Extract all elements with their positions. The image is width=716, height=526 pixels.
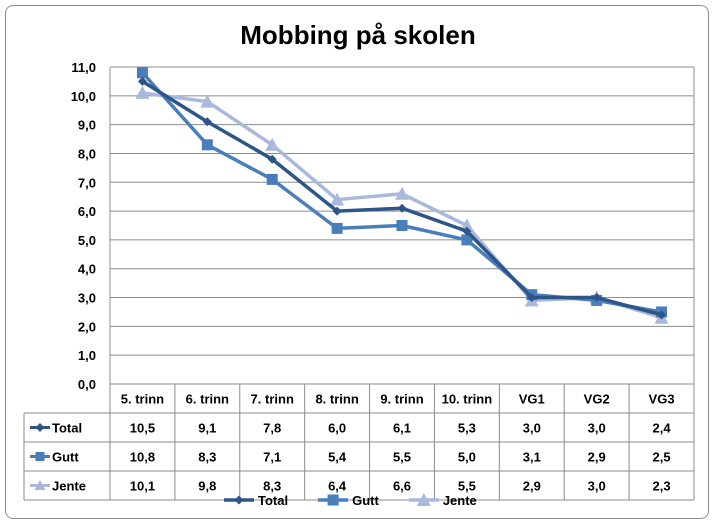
data-point <box>592 293 602 303</box>
category-label: VG2 <box>584 392 610 407</box>
data-point <box>332 206 342 216</box>
table-series-key-marker <box>35 423 45 432</box>
category-label: 7. trinn <box>251 392 294 407</box>
table-value: 3,1 <box>523 450 541 465</box>
table-value: 9,1 <box>198 421 216 436</box>
data-point <box>461 234 473 246</box>
category-label: VG3 <box>649 392 675 407</box>
data-table: 5. trinn 6. trinn 7. trinn 8. trinn 9. trinn… <box>23 383 695 501</box>
category-label: 6. trinn <box>186 392 229 407</box>
category-label: VG1 <box>519 392 545 407</box>
data-point <box>397 203 407 213</box>
category-label: 10. trinn <box>442 392 493 407</box>
y-tick-label: 9,0 <box>78 118 96 133</box>
data-point <box>527 293 537 303</box>
legend-entry: Total <box>224 493 288 508</box>
table-value: 10,1 <box>130 479 155 494</box>
y-tick-label: 5,0 <box>78 233 96 248</box>
legend-marker <box>327 494 339 506</box>
data-point <box>657 310 667 320</box>
chart-frame <box>5 5 709 519</box>
legend: Total Gutt Jente <box>224 493 477 508</box>
y-tick-label: 1,0 <box>78 348 96 363</box>
y-axis-ticks: 0,0 1,0 2,0 3,0 4,0 5,0 6,0 7,0 8,0 9,0 10,0 11,0 <box>71 60 96 392</box>
y-tick-label: 7,0 <box>78 175 96 190</box>
table-value: 6,0 <box>328 421 346 436</box>
table-value: 2,4 <box>653 421 672 436</box>
table-value: 3,0 <box>588 421 606 436</box>
data-point <box>266 173 278 185</box>
table-series-name: Jente <box>52 479 86 494</box>
legend-entry: Jente <box>408 493 477 508</box>
y-tick-label: 6,0 <box>78 204 96 219</box>
legend-entry: Gutt <box>318 493 379 508</box>
table-value: 2,9 <box>588 450 606 465</box>
table-series-name: Total <box>52 421 82 436</box>
category-label: 8. trinn <box>315 392 358 407</box>
legend-marker <box>416 493 431 506</box>
y-tick-label: 4,0 <box>78 262 96 277</box>
category-label: 9. trinn <box>380 392 423 407</box>
table-value: 5,0 <box>458 450 476 465</box>
y-tick-label: 11,0 <box>71 60 96 75</box>
table-value: 7,1 <box>263 450 281 465</box>
table-value: 9,8 <box>198 479 216 494</box>
data-point <box>267 154 277 164</box>
table-value: 3,0 <box>523 421 541 436</box>
data-point <box>265 137 280 151</box>
table-series-key-marker <box>35 452 45 461</box>
table-value: 5,5 <box>393 450 411 465</box>
table-value: 6,6 <box>393 479 411 494</box>
chart-title: Mobbing på skolen <box>240 20 475 50</box>
table-value: 8,3 <box>263 479 281 494</box>
table-value: 2,9 <box>523 479 541 494</box>
y-tick-label: 2,0 <box>78 319 96 334</box>
series-lines <box>135 67 669 324</box>
table-value: 10,8 <box>130 450 155 465</box>
data-point <box>135 85 150 99</box>
table-series-name: Gutt <box>52 450 79 465</box>
data-point <box>331 222 343 234</box>
y-tick-label: 0,0 <box>78 377 96 392</box>
data-point <box>395 186 409 200</box>
y-tick-label: 8,0 <box>78 146 96 161</box>
table-value: 7,8 <box>263 421 281 436</box>
y-tick-label: 3,0 <box>78 291 96 306</box>
legend-label: Jente <box>443 493 477 508</box>
data-point <box>137 76 147 86</box>
data-point <box>136 67 148 79</box>
data-point <box>462 226 472 236</box>
data-point <box>200 94 215 108</box>
legend-label: Gutt <box>352 493 379 508</box>
legend-marker <box>234 495 244 505</box>
data-point <box>396 220 408 231</box>
table-value: 5,4 <box>328 450 347 465</box>
y-tick-label: 10,0 <box>71 89 96 104</box>
table-value: 6,1 <box>393 421 411 436</box>
table-value: 6,4 <box>328 479 347 494</box>
table-value: 2,3 <box>653 479 671 494</box>
table-value: 5,3 <box>458 421 476 436</box>
table-value: 3,0 <box>588 479 606 494</box>
series-total <box>137 76 667 320</box>
data-point <box>201 139 213 151</box>
table-value: 5,5 <box>458 479 476 494</box>
data-point <box>330 192 345 206</box>
table-value: 8,3 <box>198 450 216 465</box>
category-label: 5. trinn <box>121 392 164 407</box>
legend-label: Total <box>258 493 288 508</box>
table-value: 2,5 <box>653 450 671 465</box>
data-point <box>202 117 212 127</box>
table-series-key-marker <box>34 480 46 490</box>
table-value: 10,5 <box>130 421 155 436</box>
